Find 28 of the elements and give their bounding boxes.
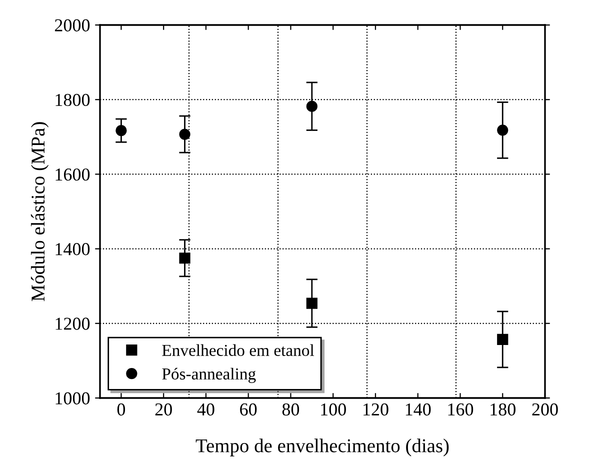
x-axis-title: Tempo de envelhecimento (dias)	[196, 438, 449, 456]
legend-label: Pós-annealing	[162, 368, 256, 383]
point	[497, 124, 508, 136]
x-tick-label: 40	[197, 403, 214, 416]
x-tick-label: 160	[448, 403, 474, 416]
point	[306, 100, 318, 112]
y-tick-label: 1000	[56, 392, 90, 404]
point	[116, 125, 127, 136]
x-tick-label: 120	[364, 403, 388, 416]
point	[179, 252, 190, 264]
y-axis-title: Módulo elástico (MPa)	[30, 122, 49, 302]
x-tick-label: 0	[117, 403, 126, 416]
y-tick-label: 1400	[56, 243, 90, 256]
x-tick-label: 80	[282, 403, 300, 416]
legend-label: Envelhecido em etanol	[162, 344, 314, 356]
x-tick-label: 100	[321, 403, 346, 416]
y-tick-label: 1600	[56, 168, 90, 181]
x-tick-label: 180	[490, 403, 516, 416]
y-tick-label: 1800	[56, 94, 90, 106]
y-tick-label: 1200	[56, 318, 90, 330]
point	[497, 334, 508, 345]
x-tick-label: 60	[240, 403, 257, 416]
point	[306, 298, 318, 309]
x-tick-label: 200	[532, 403, 558, 416]
y-tick-label: 2000	[54, 19, 90, 32]
x-tick-label: 20	[155, 403, 172, 416]
point	[179, 128, 190, 140]
x-tick-label: 140	[406, 403, 431, 416]
